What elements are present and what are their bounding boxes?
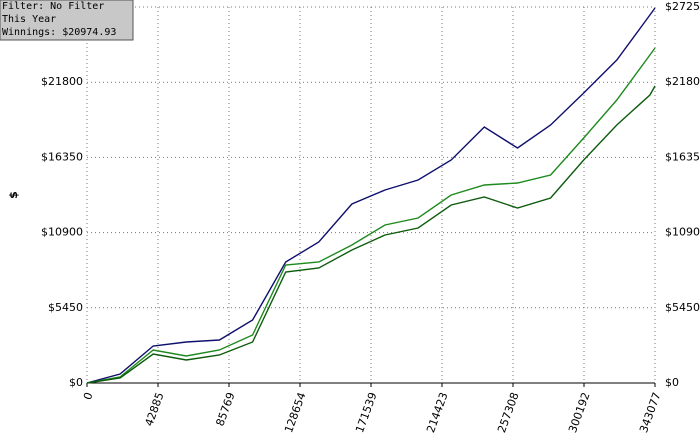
series-line bbox=[86, 47, 656, 384]
y-tick-label: $0 bbox=[69, 376, 83, 389]
y-tick-label: $10900 bbox=[665, 226, 700, 239]
x-tick-label: 0 bbox=[81, 391, 96, 402]
y-tick-label: $5450 bbox=[665, 301, 700, 314]
series-line bbox=[86, 7, 656, 384]
info-line: Filter: No Filter bbox=[2, 1, 104, 12]
y-tick-label: $21800 bbox=[41, 75, 83, 88]
info-line: This Year bbox=[2, 14, 56, 25]
y-tick-label: $10900 bbox=[41, 226, 83, 239]
y-tick-label: $0 bbox=[665, 376, 679, 389]
info-box-bg bbox=[0, 0, 134, 41]
y-tick-label: $21800 bbox=[665, 75, 700, 88]
y-tick-label: $5450 bbox=[48, 301, 83, 314]
info-box: Filter: No Filter This Year Winnings: $2… bbox=[0, 0, 134, 41]
y-tick-label: $16350 bbox=[41, 150, 83, 163]
info-line: Winnings: $20974.93 bbox=[2, 27, 116, 38]
y-axis-label: $ bbox=[7, 191, 20, 199]
series-line bbox=[86, 85, 656, 384]
y-tick-label: $16350 bbox=[665, 150, 700, 163]
